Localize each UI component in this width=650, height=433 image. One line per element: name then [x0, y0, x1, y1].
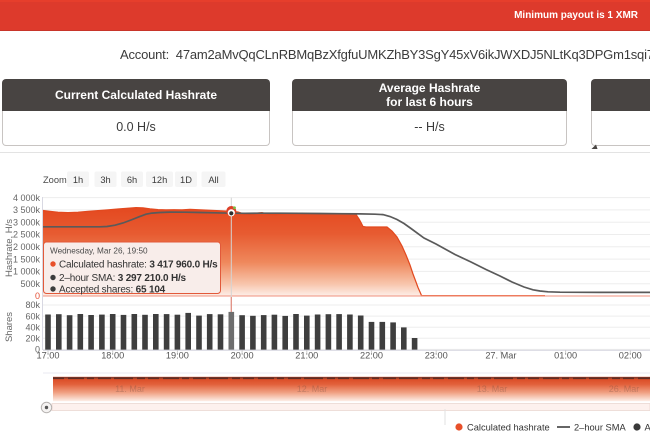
svg-text:Zoom: Zoom [43, 175, 67, 185]
svg-text:23:00: 23:00 [425, 351, 448, 361]
svg-text:17:00: 17:00 [37, 351, 60, 361]
svg-text:1 000k: 1 000k [13, 267, 41, 277]
svg-text:11. Mar: 11. Mar [115, 384, 145, 394]
svg-text:Calculated hashrate: 3 417 960: Calculated hashrate: 3 417 960.0 H/s [59, 260, 218, 271]
svg-text:Accepted shares: 65 104: Accepted shares: 65 104 [59, 285, 166, 296]
svg-text:02:00: 02:00 [619, 351, 642, 361]
svg-text:3h: 3h [100, 175, 110, 185]
svg-text:2 000k: 2 000k [13, 242, 41, 252]
svg-text:60k: 60k [25, 311, 40, 321]
svg-text:Accepted shares: Accepted shares [645, 422, 650, 432]
svg-text:3 000k: 3 000k [13, 217, 41, 227]
svg-text:1 500k: 1 500k [13, 254, 41, 264]
svg-text:3 500k: 3 500k [13, 205, 41, 215]
svg-text:2 500k: 2 500k [13, 230, 41, 240]
svg-text:Shares: Shares [4, 312, 15, 342]
svg-text:20:00: 20:00 [231, 351, 254, 361]
svg-text:Hashrate, H/s: Hashrate, H/s [4, 219, 15, 277]
svg-text:12. Mar: 12. Mar [297, 384, 328, 394]
svg-text:22:00: 22:00 [360, 351, 383, 361]
svg-text:6h: 6h [127, 175, 137, 185]
svg-text:01:00: 01:00 [554, 351, 577, 361]
svg-text:21:00: 21:00 [295, 351, 318, 361]
svg-text:2–hour SMA: 3 297 210.0 H/s: 2–hour SMA: 3 297 210.0 H/s [59, 273, 187, 284]
svg-text:19:00: 19:00 [166, 351, 189, 361]
svg-text:0: 0 [35, 345, 40, 355]
svg-text:1h: 1h [73, 175, 83, 185]
svg-text:20k: 20k [25, 334, 40, 344]
svg-text:All: All [208, 175, 218, 185]
svg-text:4 000k: 4 000k [13, 193, 41, 203]
svg-text:0: 0 [35, 291, 40, 301]
svg-text:Calculated hashrate: Calculated hashrate [467, 422, 550, 432]
svg-text:1D: 1D [180, 175, 192, 185]
svg-text:27. Mar: 27. Mar [485, 351, 516, 361]
svg-text:26. Mar: 26. Mar [609, 384, 640, 394]
svg-text:40k: 40k [25, 322, 40, 332]
svg-text:13. Mar: 13. Mar [477, 384, 508, 394]
svg-text:2–hour SMA: 2–hour SMA [574, 422, 626, 432]
svg-text:Wednesday, Mar 26, 19:50: Wednesday, Mar 26, 19:50 [50, 247, 148, 256]
svg-text:18:00: 18:00 [101, 351, 124, 361]
svg-text:500k: 500k [20, 279, 40, 289]
svg-text:12h: 12h [152, 175, 168, 185]
svg-text:80k: 80k [25, 300, 40, 310]
